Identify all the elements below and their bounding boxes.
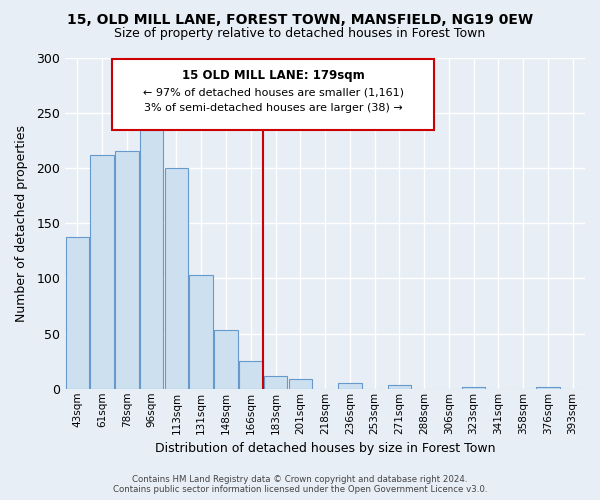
Bar (239, 361, 263, 389)
Text: 15 OLD MILL LANE: 179sqm: 15 OLD MILL LANE: 179sqm (182, 69, 364, 82)
Bar (264, 376, 287, 389)
Text: ← 97% of detached houses are smaller (1,161): ← 97% of detached houses are smaller (1,… (143, 88, 404, 98)
Text: 15, OLD MILL LANE, FOREST TOWN, MANSFIELD, NG19 0EW: 15, OLD MILL LANE, FOREST TOWN, MANSFIEL… (67, 12, 533, 26)
Bar (462, 386, 485, 389)
Text: Contains HM Land Registry data © Crown copyright and database right 2024.
Contai: Contains HM Land Registry data © Crown c… (113, 474, 487, 494)
Text: 3% of semi-detached houses are larger (38) →: 3% of semi-detached houses are larger (3… (143, 103, 403, 113)
Bar (289, 379, 312, 389)
Bar (536, 386, 560, 389)
Y-axis label: Number of detached properties: Number of detached properties (15, 124, 28, 322)
Bar (115, 152, 139, 389)
FancyBboxPatch shape (112, 59, 434, 130)
Bar (91, 154, 114, 389)
Bar (140, 130, 163, 389)
Bar (190, 275, 213, 389)
Bar (165, 168, 188, 389)
Bar (214, 330, 238, 389)
Bar (338, 383, 362, 389)
Bar (65, 238, 89, 389)
Bar (388, 386, 411, 389)
Text: Size of property relative to detached houses in Forest Town: Size of property relative to detached ho… (115, 28, 485, 40)
X-axis label: Distribution of detached houses by size in Forest Town: Distribution of detached houses by size … (155, 442, 495, 455)
